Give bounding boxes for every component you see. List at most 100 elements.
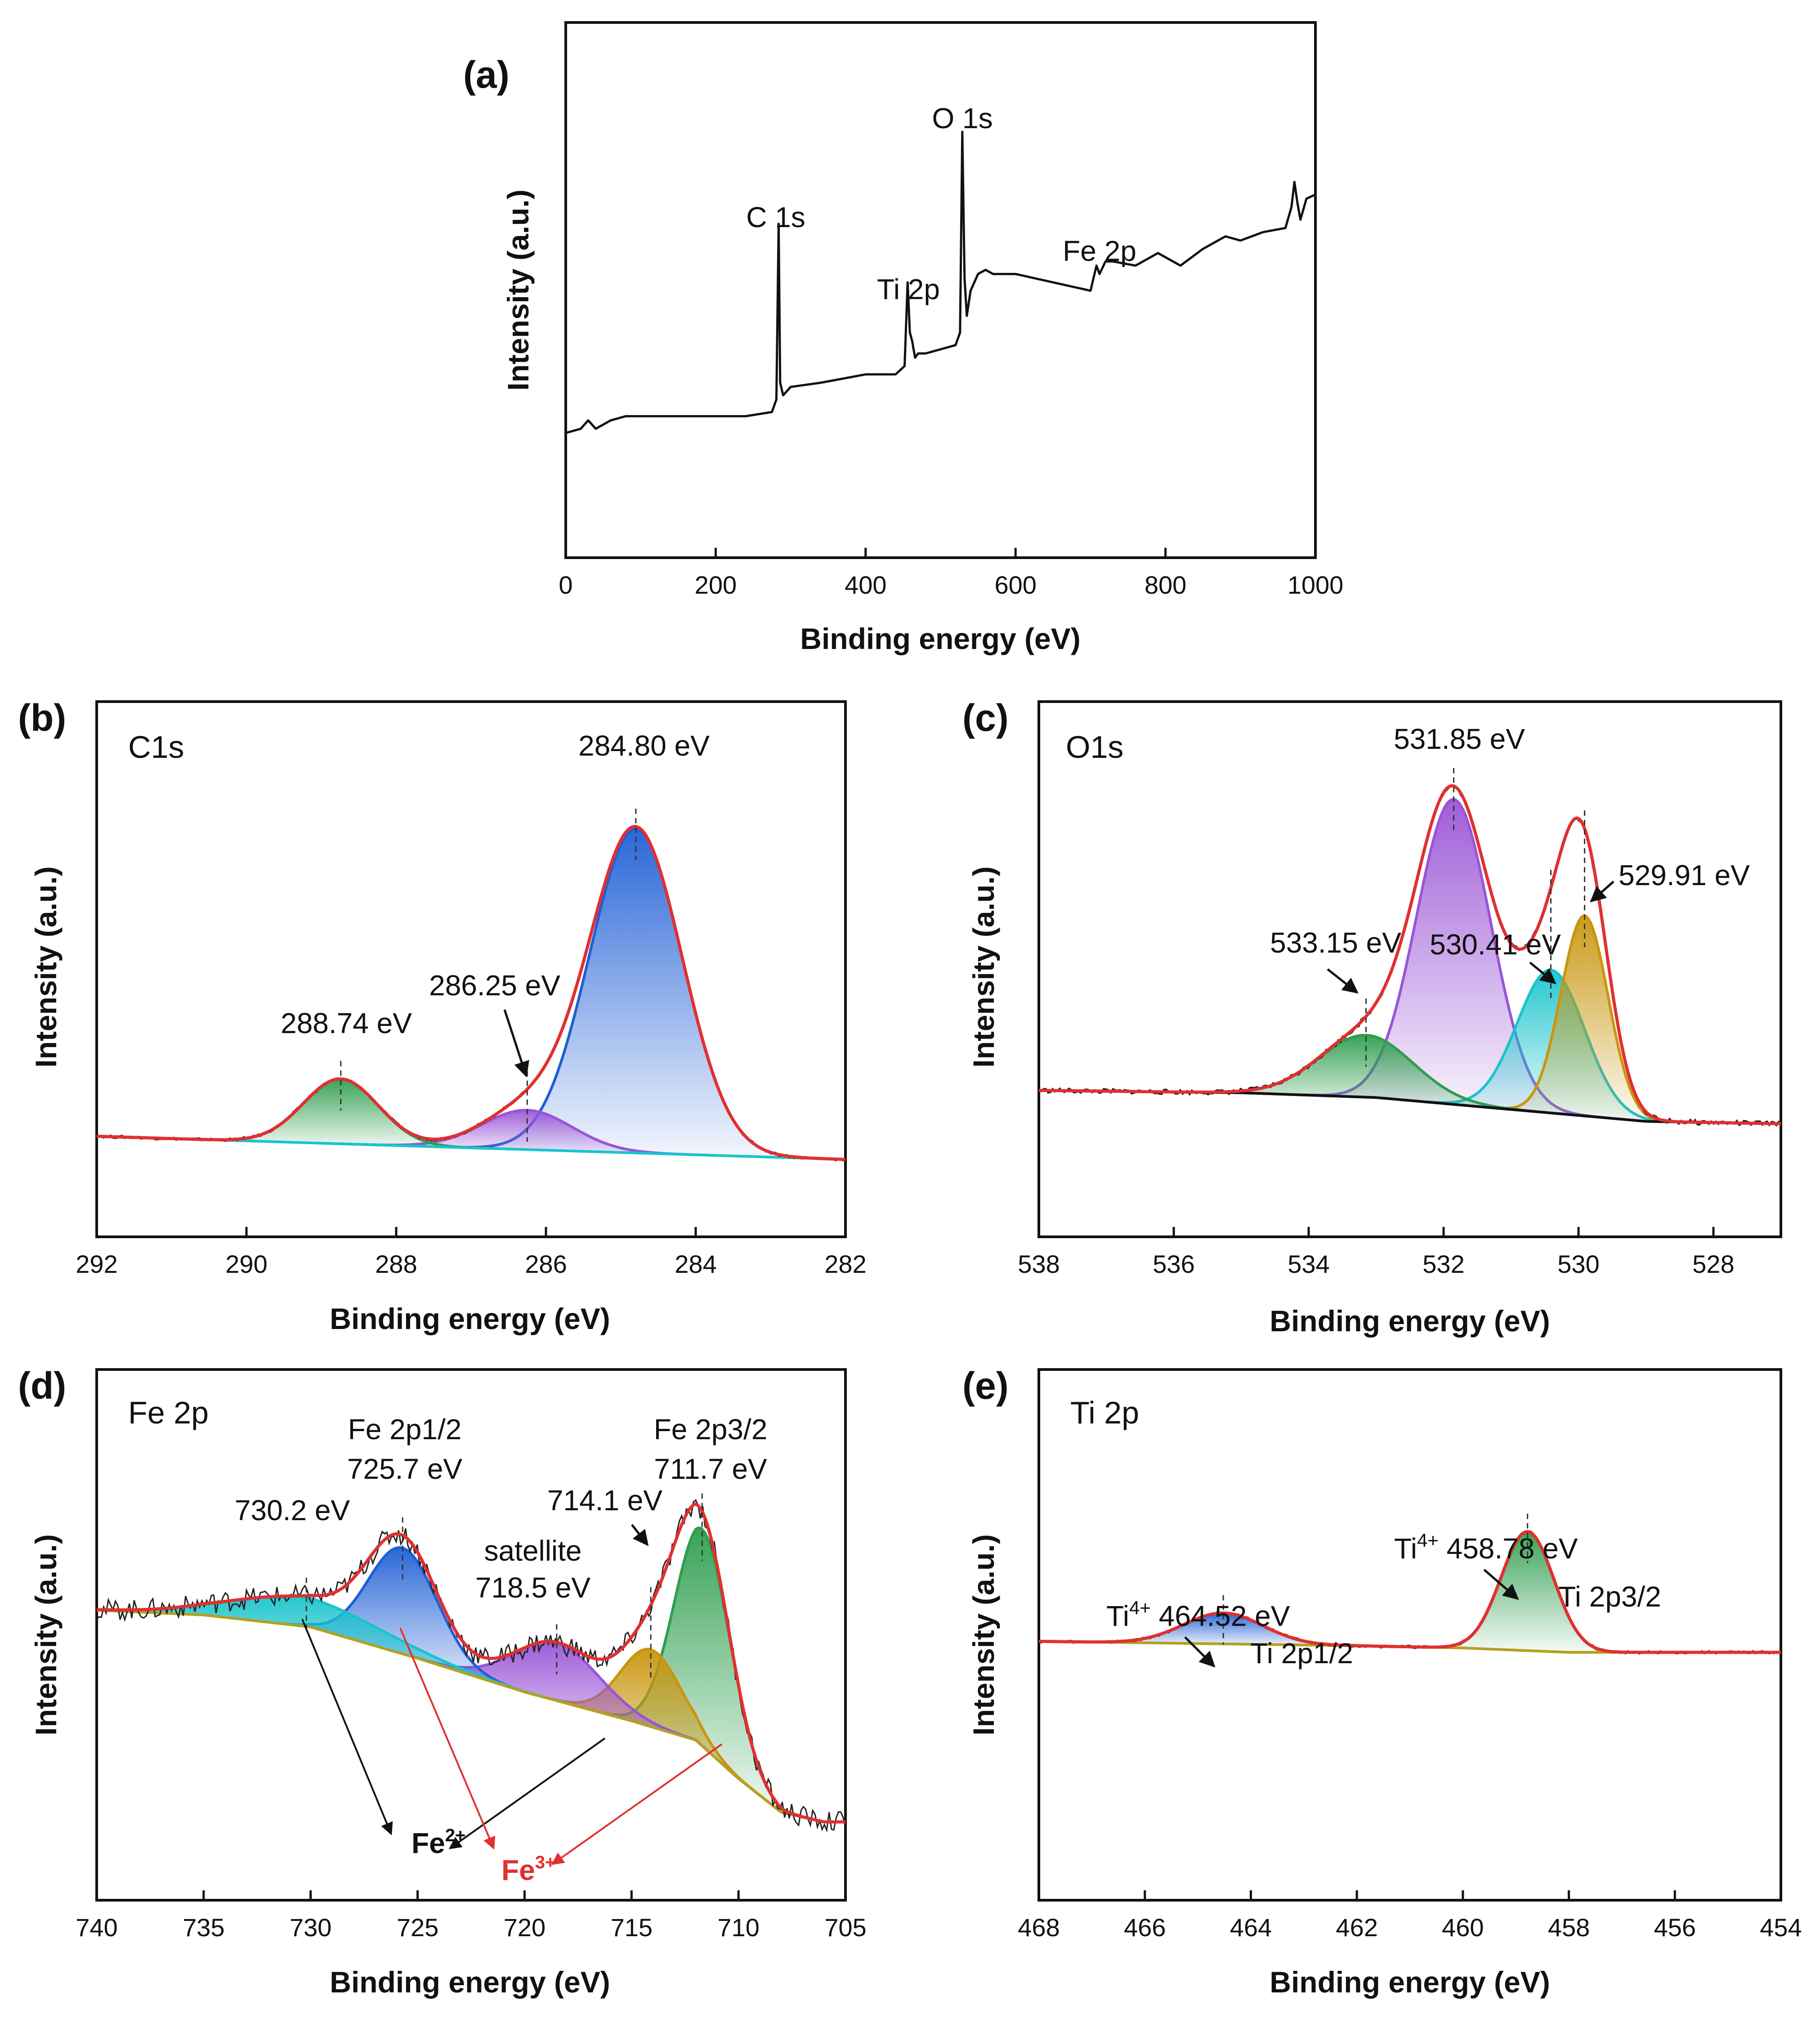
panel-b-frame [95, 700, 847, 1238]
panel-e-arrow-458-78 [1483, 1569, 1519, 1600]
panel-c-title: O1s [1066, 730, 1123, 765]
x-tick-label: 200 [695, 571, 737, 599]
x-tick-label: 284 [675, 1250, 716, 1278]
panel-d: (d) 740 735 730 725 720 715 710 705 Fe 2p Bindi… [18, 1365, 867, 1999]
x-tick-label: 730 [290, 1913, 331, 1942]
peak-fill-288-74 [185, 1079, 497, 1149]
x-tick-label: 725 [397, 1913, 438, 1942]
panel-c-arrow-533-15 [1327, 968, 1359, 994]
panel-b-label-288-74: 288.74 eV [281, 1007, 412, 1039]
peak-fill-718-5 [377, 1642, 736, 1776]
x-tick-label: 288 [375, 1250, 417, 1278]
panel-d-label-714-1: 714.1 eV [547, 1484, 663, 1517]
panel-d-label-730-2: 730.2 eV [235, 1494, 350, 1526]
background-line [96, 1609, 845, 1823]
survey-line [565, 130, 1316, 434]
x-tick-label: 400 [845, 571, 886, 599]
peak-fill-464-52 [1057, 1613, 1389, 1647]
x-tick-label: 454 [1760, 1913, 1802, 1942]
x-tick-label: 460 [1442, 1913, 1484, 1942]
x-tick-label: 1000 [1288, 571, 1344, 599]
panel-d-title: Fe 2p [128, 1395, 209, 1430]
panel-e-title: Ti 2p [1070, 1395, 1139, 1430]
envelope-fit-line [96, 825, 846, 1161]
x-tick-label: 740 [76, 1913, 117, 1942]
x-tick-label: 600 [994, 571, 1036, 599]
x-tick-label: 286 [525, 1250, 567, 1278]
panel-e-label-ti2p32: Ti 2p3/2 [1558, 1580, 1661, 1613]
panel-b-letter: (b) [18, 697, 66, 739]
panel-a: (a) 0 200 400 600 800 1000 Binding energy (eV… [463, 21, 1343, 655]
x-tick-label: 468 [1018, 1913, 1060, 1942]
panel-e-label-458-78: Ti4+ 458.78 eV [1394, 1530, 1578, 1565]
peak-fill-458-78 [1417, 1531, 1637, 1652]
panel-e-plot [1038, 1513, 1781, 1655]
panel-c-arrow-529-91 [1590, 881, 1614, 903]
peak-fill-730-2 [97, 1596, 619, 1718]
x-tick-label: 800 [1145, 571, 1186, 599]
x-tick-label: 530 [1557, 1250, 1599, 1278]
x-tick-label: 290 [225, 1250, 267, 1278]
x-tick-label: 458 [1548, 1913, 1590, 1942]
panel-d-plot [96, 1493, 846, 1833]
envelope-fit-line [1038, 1530, 1781, 1654]
panel-a-x-ticks: 0 200 400 600 800 1000 [559, 548, 1343, 599]
peak-fill-711-7 [586, 1528, 818, 1821]
panel-e-x-ticks: 468 466 464 462 460 458 456 454 [1018, 1890, 1802, 1942]
panel-c-plot [1038, 768, 1782, 1127]
panel-b: (b) 292 290 288 286 284 282 C1s Binding energ… [18, 697, 867, 1335]
peak-fill-714-1 [527, 1649, 775, 1808]
panel-b-title: C1s [128, 730, 184, 765]
panel-d-fe3-label: Fe3+ [501, 1853, 555, 1886]
panel-d-x-label: Binding energy (eV) [330, 1965, 610, 1999]
x-tick-label: 534 [1288, 1250, 1329, 1278]
panel-c: (c) 538 536 534 532 530 528 O1s Binding energ… [962, 697, 1782, 1338]
x-tick-label: 528 [1692, 1250, 1734, 1278]
panel-c-label-530-41: 530.41 eV [1430, 928, 1561, 961]
panel-d-label-718-5: 718.5 eV [475, 1571, 591, 1604]
panel-e-y-label: Intensity (a.u.) [967, 1534, 1000, 1735]
panel-c-x-label: Binding energy (eV) [1270, 1304, 1550, 1338]
x-tick-label: 282 [824, 1250, 866, 1278]
panel-d-letter: (d) [18, 1365, 66, 1407]
x-tick-label: 735 [183, 1913, 224, 1942]
panel-d-arrow-714-1 [631, 1524, 649, 1546]
panel-c-label-531-85: 531.85 eV [1394, 723, 1525, 755]
peak-fill-531-85 [1298, 799, 1610, 1119]
panel-d-fe2-label: Fe2+ [411, 1826, 465, 1859]
x-tick-label: 464 [1230, 1913, 1272, 1942]
panel-a-y-label: Intensity (a.u.) [501, 189, 535, 390]
x-tick-label: 466 [1124, 1913, 1166, 1942]
panel-e-frame [1037, 1368, 1782, 1902]
x-tick-label: 720 [504, 1913, 546, 1942]
panel-d-label-725-7: 725.7 eV [347, 1453, 463, 1485]
x-tick-label: 536 [1153, 1250, 1194, 1278]
panel-c-label-529-91: 529.91 eV [1619, 859, 1750, 891]
panel-d-frame [95, 1368, 847, 1902]
peak-fill-533-15 [1168, 1035, 1563, 1114]
panel-b-y-label: Intensity (a.u.) [29, 866, 63, 1067]
x-tick-label: 0 [559, 571, 572, 599]
panel-b-arrow-286-25 [503, 1009, 529, 1078]
x-tick-label: 532 [1422, 1250, 1464, 1278]
panel-e: (e) 468 466 464 462 460 458 456 454 Ti 2p Bindi… [962, 1365, 1802, 1999]
panel-c-y-label: Intensity (a.u.) [967, 866, 1000, 1067]
panel-d-y-label: Intensity (a.u.) [29, 1534, 63, 1735]
envelope-fit-line [1038, 784, 1781, 1126]
panel-d-label-fe2p32: Fe 2p3/2 [654, 1413, 768, 1446]
panel-a-annotation-ti2p: Ti 2p [877, 273, 940, 305]
panel-b-x-ticks: 292 290 288 286 284 282 [76, 1227, 867, 1278]
panel-d-arrow-714-1-to-fe2 [448, 1737, 606, 1849]
x-tick-label: 710 [717, 1913, 759, 1942]
panel-e-letter: (e) [962, 1365, 1009, 1407]
panel-a-annotation-o1s: O 1s [932, 102, 993, 134]
x-tick-label: 715 [611, 1913, 653, 1942]
peak-fill-284-8 [443, 828, 829, 1159]
x-tick-label: 538 [1018, 1250, 1060, 1278]
panel-e-arrow-464-52 [1184, 1636, 1216, 1668]
panel-d-label-711-7: 711.7 eV [654, 1453, 767, 1485]
x-tick-label: 456 [1654, 1913, 1696, 1942]
x-tick-label: 462 [1336, 1913, 1377, 1942]
x-tick-label: 292 [76, 1250, 117, 1278]
